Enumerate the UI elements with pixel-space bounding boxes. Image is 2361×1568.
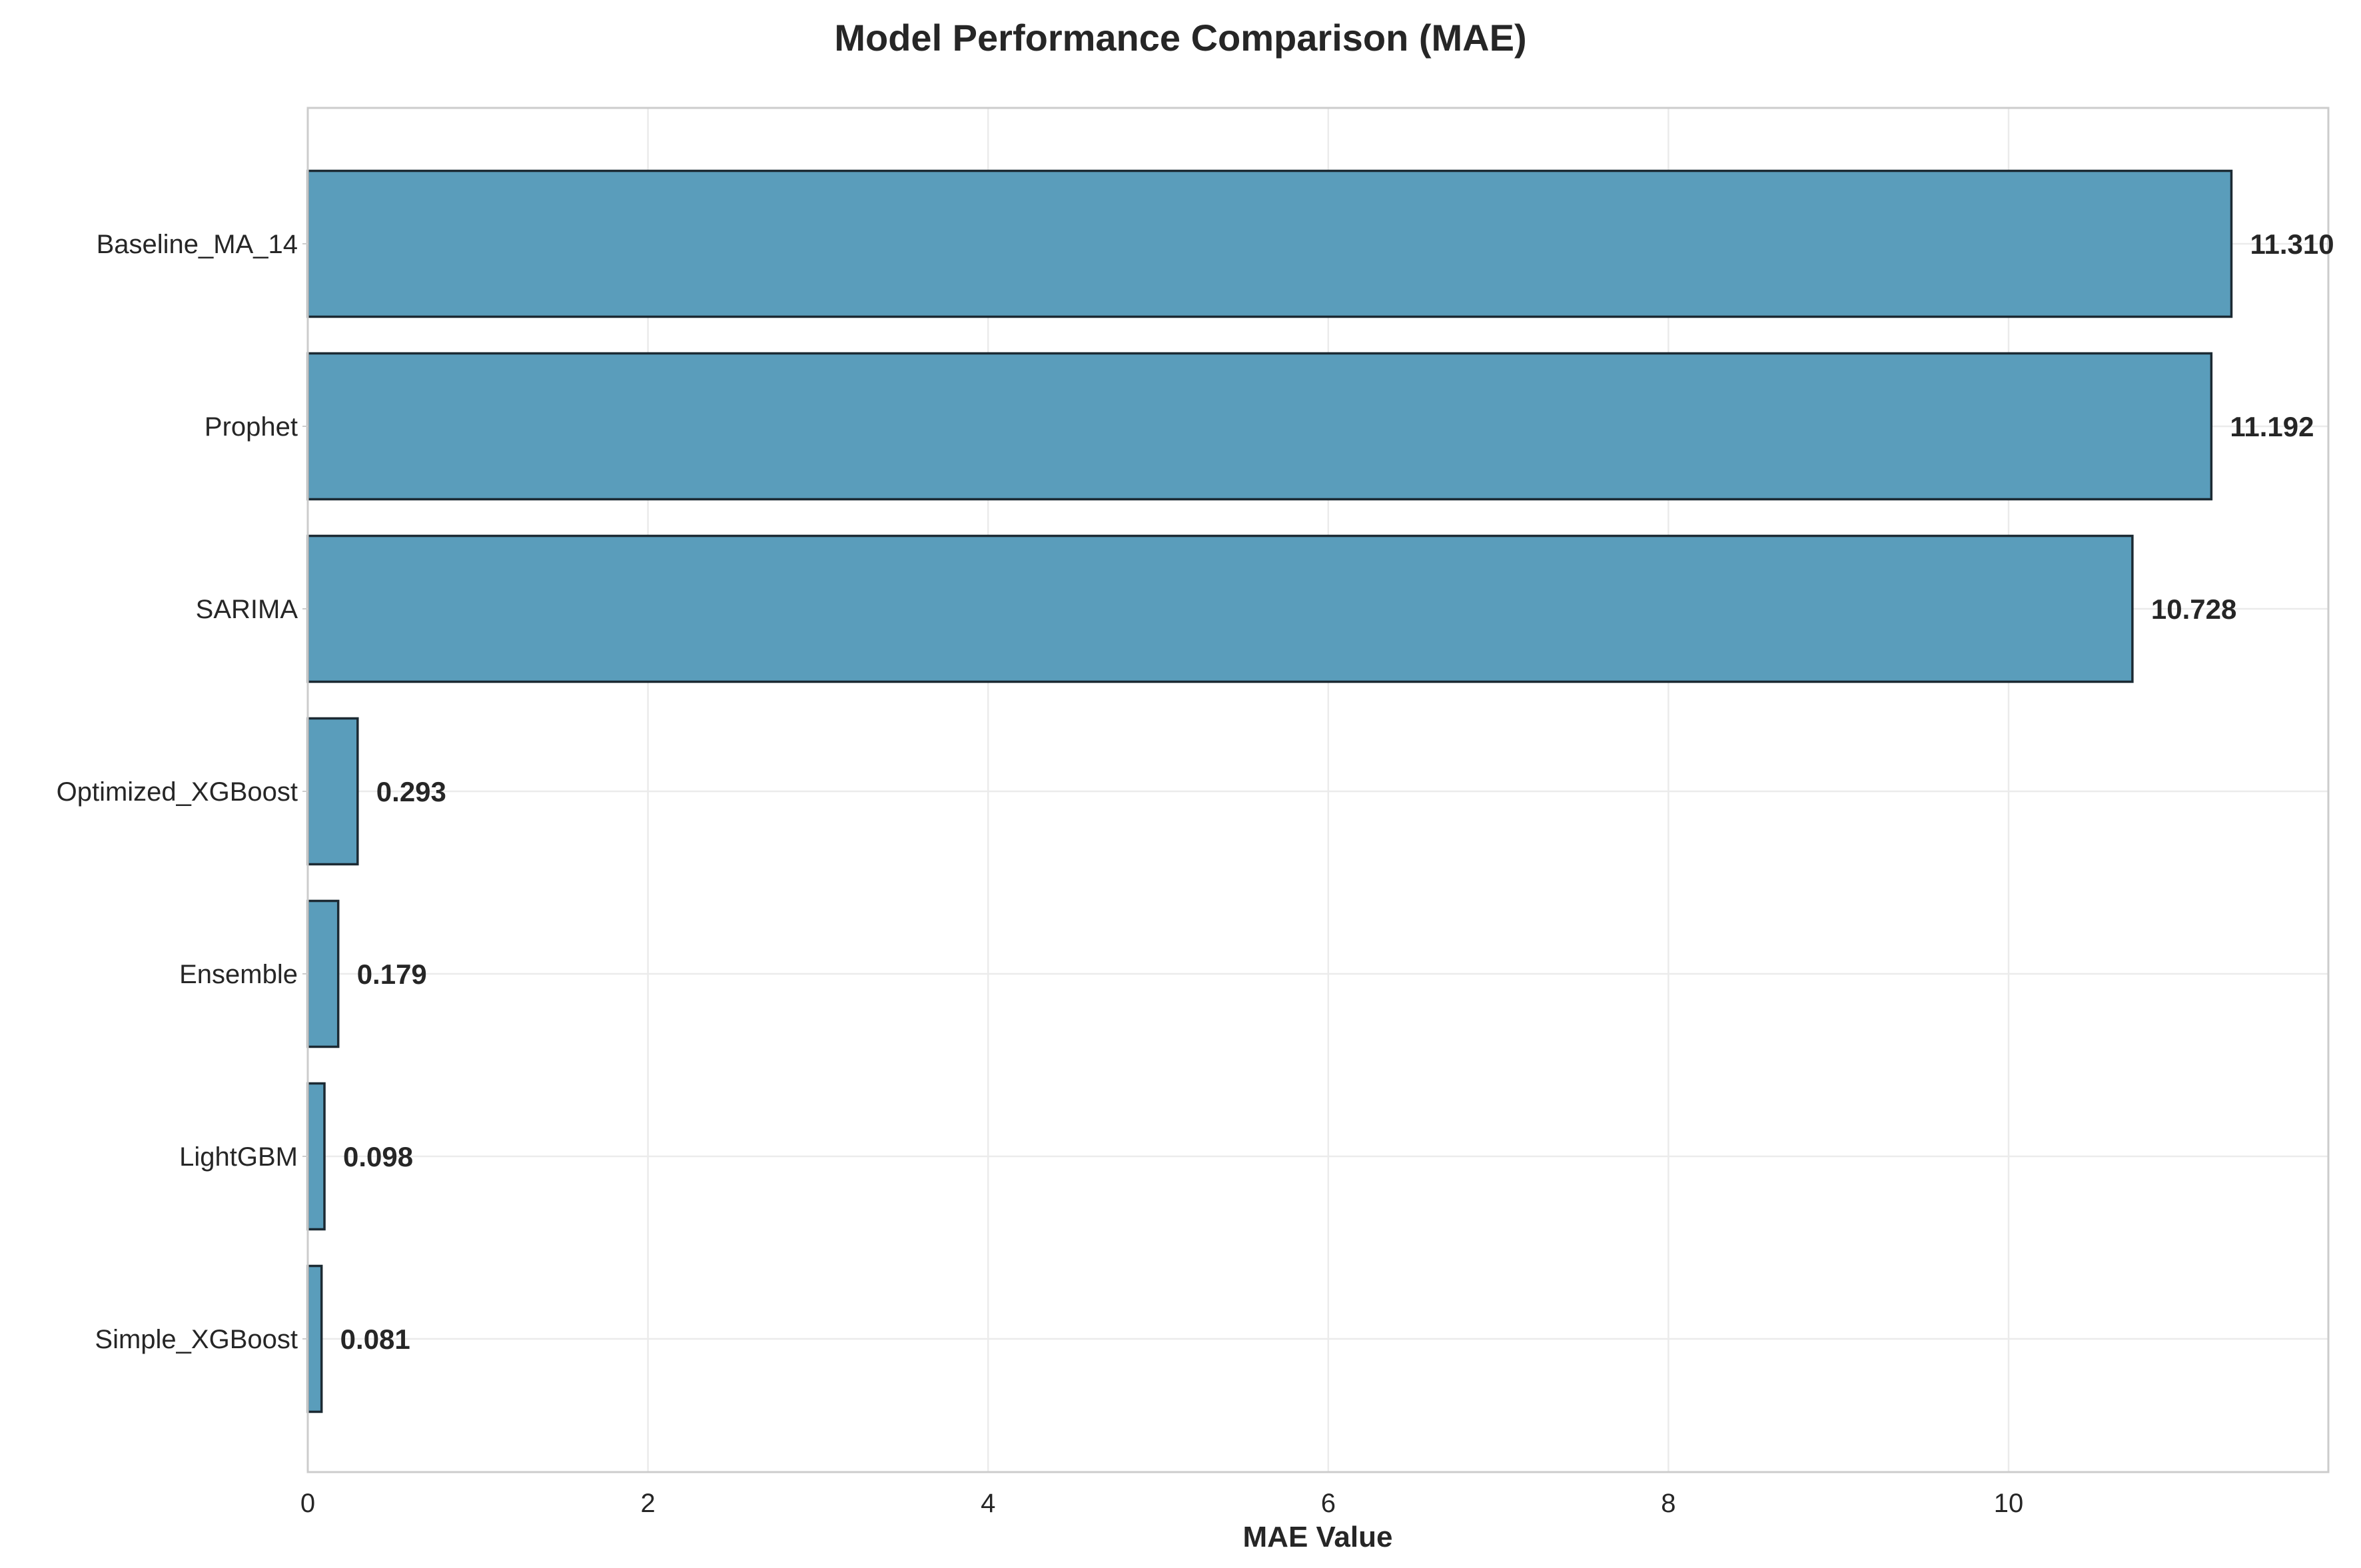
value-label: 0.098 xyxy=(343,1141,413,1172)
bar xyxy=(308,1266,322,1412)
bar xyxy=(308,1084,324,1230)
bar xyxy=(308,354,2211,500)
value-label: 11.310 xyxy=(2250,228,2334,260)
bar xyxy=(308,719,358,865)
x-tick-label: 0 xyxy=(300,1489,315,1518)
x-axis-label: MAE Value xyxy=(1243,1521,1393,1553)
category-label: Ensemble xyxy=(179,960,298,989)
value-label: 10.728 xyxy=(2151,593,2236,625)
value-label: 0.179 xyxy=(357,959,427,990)
category-label: Optimized_XGBoost xyxy=(57,777,298,807)
bar xyxy=(308,901,338,1047)
bar xyxy=(308,171,2231,317)
y-axis-categories: Baseline_MA_14 Prophet SARIMA Optimized_XGB… xyxy=(57,230,298,1354)
value-label: 0.293 xyxy=(376,776,446,807)
category-label: Baseline_MA_14 xyxy=(97,230,298,259)
category-label: Simple_XGBoost xyxy=(95,1325,298,1354)
category-label: LightGBM xyxy=(179,1142,298,1172)
category-label: SARIMA xyxy=(196,595,298,624)
x-tick-label: 4 xyxy=(981,1489,995,1518)
category-label: Prophet xyxy=(205,412,298,442)
x-tick-label: 6 xyxy=(1321,1489,1336,1518)
x-tick-label: 8 xyxy=(1661,1489,1675,1518)
x-tick-label: 10 xyxy=(1994,1489,2024,1518)
chart-title: Model Performance Comparison (MAE) xyxy=(834,17,1526,59)
bar xyxy=(308,536,2132,682)
x-tick-label: 2 xyxy=(640,1489,655,1518)
value-label: 0.081 xyxy=(340,1324,410,1355)
value-label: 11.192 xyxy=(2230,411,2314,442)
